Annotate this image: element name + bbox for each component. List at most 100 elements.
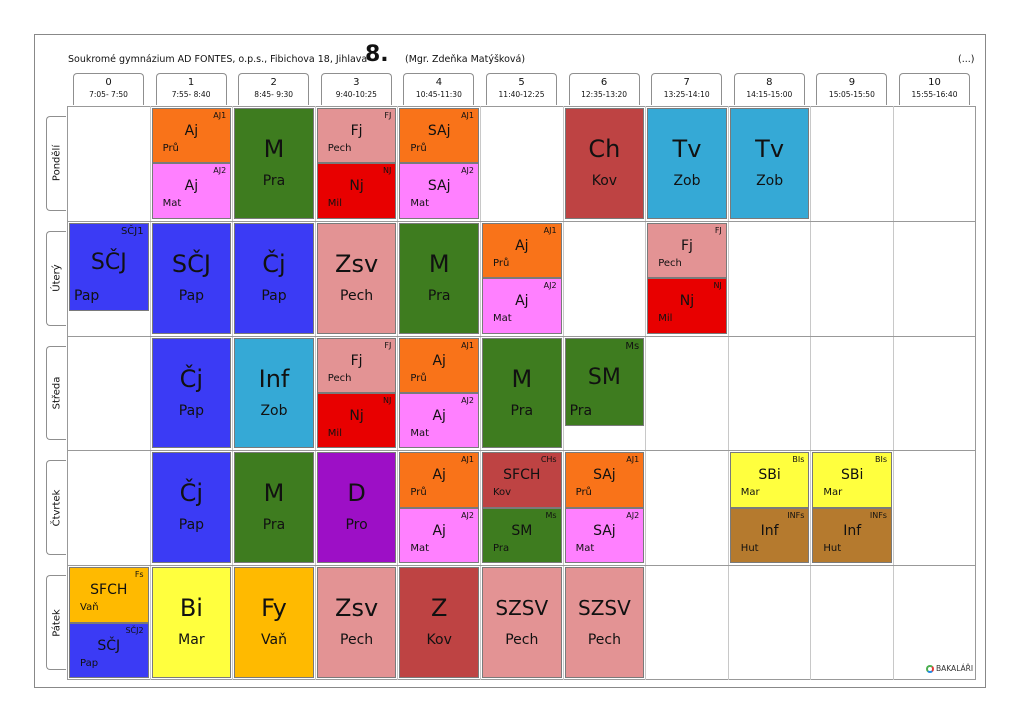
lesson-subject: SAj — [566, 523, 644, 539]
lesson-szsv-full[interactable]: SZSV Pech — [565, 567, 645, 678]
class-teacher: (Mgr. Zdeňka Matýšková) — [405, 54, 525, 65]
lesson-subject: SM — [483, 523, 561, 539]
lesson-aj-top[interactable]: Aj Prů AJ1 — [482, 223, 562, 278]
lesson-teacher: Pra — [493, 543, 509, 554]
lesson-teacher: Pech — [658, 258, 682, 269]
lesson-teacher: Prů — [493, 258, 509, 269]
lesson-subject: Bi — [153, 594, 231, 622]
lesson-čj-full[interactable]: Čj Pap — [152, 452, 232, 563]
lesson-subject: Čj — [153, 365, 231, 393]
lesson-nj-bottom[interactable]: Nj Mil NJ — [647, 278, 727, 333]
lesson-m-full[interactable]: M Pra — [234, 108, 314, 219]
lesson-szsv-full[interactable]: SZSV Pech — [482, 567, 562, 678]
lesson-sbi-top[interactable]: SBi Mar BIs — [730, 452, 810, 507]
lesson-aj-top[interactable]: Aj Prů AJ1 — [399, 452, 479, 507]
lesson-m-full[interactable]: M Pra — [482, 338, 562, 449]
lesson-fj-top[interactable]: Fj Pech FJ — [317, 338, 397, 393]
lesson-sčj-sc[interactable]: SČJ Pap SČJ1 — [69, 223, 149, 311]
bakalari-logo-text: BAKALÁŘI — [936, 664, 973, 673]
lesson-teacher: Pech — [566, 632, 644, 648]
lesson-subject: Ch — [566, 135, 644, 163]
lesson-nj-bottom[interactable]: Nj Mil NJ — [317, 393, 397, 448]
bakalari-logo: BAKALÁŘI — [926, 664, 973, 673]
lesson-group: AJ2 — [461, 166, 474, 175]
lesson-saj-top[interactable]: SAj Prů AJ1 — [565, 452, 645, 507]
lesson-group: FJ — [715, 226, 722, 235]
lesson-sm-bottom[interactable]: SM Pra Ms — [482, 508, 562, 563]
lesson-teacher: Prů — [163, 143, 179, 154]
lesson-tv-full[interactable]: Tv Zob — [730, 108, 810, 219]
period-number: 5 — [487, 77, 556, 88]
grid-row-line — [67, 565, 976, 566]
lesson-sfch-top[interactable]: SFCH Kov CHs — [482, 452, 562, 507]
lesson-saj-top[interactable]: SAj Prů AJ1 — [399, 108, 479, 163]
lesson-subject: SZSV — [483, 596, 561, 620]
period-number: 9 — [817, 77, 886, 88]
lesson-subject: Aj — [400, 523, 478, 539]
lesson-subject: D — [318, 479, 396, 507]
lesson-saj-bottom[interactable]: SAj Mat AJ2 — [565, 508, 645, 563]
lesson-d-full[interactable]: D Pro — [317, 452, 397, 563]
lesson-subject: Nj — [648, 293, 726, 309]
lesson-aj-bottom[interactable]: Aj Mat AJ2 — [399, 508, 479, 563]
lesson-teacher: Pra — [483, 403, 561, 419]
period-header-5: 5 11:40-12:25 — [486, 73, 557, 105]
lesson-group: AJ1 — [544, 226, 557, 235]
lesson-aj-bottom[interactable]: Aj Mat AJ2 — [152, 163, 232, 218]
lesson-group: NJ — [713, 281, 721, 290]
lesson-subject: Nj — [318, 178, 396, 194]
lesson-sm-ms[interactable]: SM Pra Ms — [565, 338, 645, 426]
lesson-čj-full[interactable]: Čj Pap — [234, 223, 314, 334]
period-header-6: 6 12:35-13:20 — [569, 73, 640, 105]
lesson-inf-bottom[interactable]: Inf Hut INFs — [812, 508, 892, 563]
lesson-aj-bottom[interactable]: Aj Mat AJ2 — [399, 393, 479, 448]
period-time: 9:40-10:25 — [322, 90, 391, 99]
lesson-teacher: Mat — [576, 543, 595, 554]
lesson-teacher: Mat — [410, 198, 429, 209]
lesson-subject: Fj — [318, 123, 396, 139]
grid-column-line — [810, 106, 811, 680]
lesson-group: AJ2 — [213, 166, 226, 175]
lesson-sčj-bottom[interactable]: SČJ Pap SČJ2 — [69, 623, 149, 678]
lesson-inf-bottom[interactable]: Inf Hut INFs — [730, 508, 810, 563]
lesson-zsv-full[interactable]: Zsv Pech — [317, 567, 397, 678]
lesson-inf-full[interactable]: Inf Zob — [234, 338, 314, 449]
lesson-subject: SAj — [566, 467, 644, 483]
lesson-fj-top[interactable]: Fj Pech FJ — [317, 108, 397, 163]
lesson-m-full[interactable]: M Pra — [234, 452, 314, 563]
lesson-subject: Aj — [483, 238, 561, 254]
lesson-m-full[interactable]: M Pra — [399, 223, 479, 334]
lesson-saj-bottom[interactable]: SAj Mat AJ2 — [399, 163, 479, 218]
lesson-bi-full[interactable]: Bi Mar — [152, 567, 232, 678]
lesson-aj-top[interactable]: Aj Prů AJ1 — [152, 108, 232, 163]
lesson-group: AJ2 — [461, 396, 474, 405]
lesson-subject: M — [483, 365, 561, 393]
lesson-sfch-top[interactable]: SFCH Vaň Fs — [69, 567, 149, 622]
lesson-nj-bottom[interactable]: Nj Mil NJ — [317, 163, 397, 218]
grid-column-line — [563, 106, 564, 680]
lesson-fy-full[interactable]: Fy Vaň — [234, 567, 314, 678]
period-time: 7:05- 7:50 — [74, 90, 143, 99]
lesson-fj-top[interactable]: Fj Pech FJ — [647, 223, 727, 278]
lesson-aj-top[interactable]: Aj Prů AJ1 — [399, 338, 479, 393]
period-number: 3 — [322, 77, 391, 88]
lesson-čj-full[interactable]: Čj Pap — [152, 338, 232, 449]
lesson-teacher: Mat — [163, 198, 182, 209]
lesson-tv-full[interactable]: Tv Zob — [647, 108, 727, 219]
lesson-teacher: Mar — [741, 487, 760, 498]
lesson-group: AJ1 — [626, 455, 639, 464]
lesson-sčj-full[interactable]: SČJ Pap — [152, 223, 232, 334]
period-header-1: 1 7:55- 8:40 — [156, 73, 227, 105]
lesson-zsv-full[interactable]: Zsv Pech — [317, 223, 397, 334]
lesson-aj-bottom[interactable]: Aj Mat AJ2 — [482, 278, 562, 333]
day-label: Pondělí — [51, 145, 62, 181]
lesson-teacher: Mar — [823, 487, 842, 498]
lesson-teacher: Pro — [318, 517, 396, 533]
lesson-sbi-top[interactable]: SBi Mar BIs — [812, 452, 892, 507]
lesson-z-full[interactable]: Z Kov — [399, 567, 479, 678]
grid-column-line — [480, 106, 481, 680]
lesson-subject: Inf — [731, 523, 809, 539]
period-header-8: 8 14:15-15:00 — [734, 73, 805, 105]
lesson-teacher: Pech — [328, 373, 352, 384]
lesson-ch-full[interactable]: Ch Kov — [565, 108, 645, 219]
